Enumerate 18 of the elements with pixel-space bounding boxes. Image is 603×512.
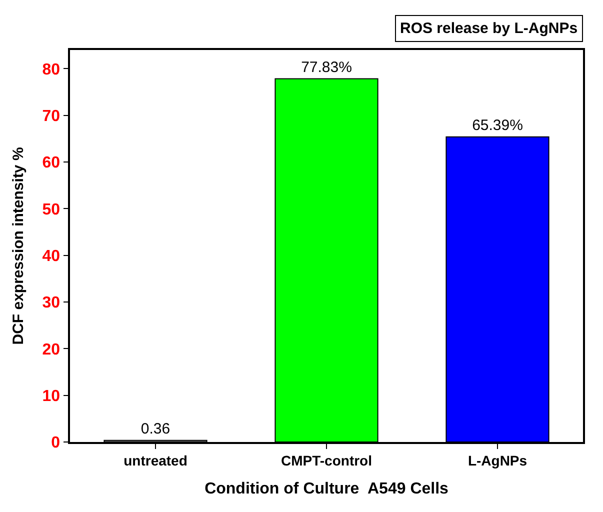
data-label: 65.39% xyxy=(472,116,523,134)
data-label: 0.36 xyxy=(140,420,170,438)
y-tick-label: 50 xyxy=(42,201,60,218)
y-tick-label: 30 xyxy=(42,294,60,312)
x-tick-label: L-AgNPs xyxy=(468,452,528,469)
y-tick-label: 80 xyxy=(42,61,60,78)
chart-title: ROS release by L-AgNPs xyxy=(400,20,578,37)
data-label: 77.83% xyxy=(301,58,352,76)
x-tick-label: untreated xyxy=(124,452,188,469)
y-tick-label: 60 xyxy=(42,154,60,172)
y-tick-label: 70 xyxy=(42,108,60,125)
x-tick-label: CMPT-control xyxy=(281,452,372,469)
y-axis-title: DCF expression intensity % xyxy=(10,147,28,345)
y-tick-label: 0 xyxy=(51,434,60,452)
x-axis-title: Condition of Culture A549 Cells xyxy=(204,480,449,498)
y-tick-label: 40 xyxy=(42,248,60,265)
y-tick-label: 10 xyxy=(42,388,60,405)
y-tick-label: 20 xyxy=(42,341,60,358)
